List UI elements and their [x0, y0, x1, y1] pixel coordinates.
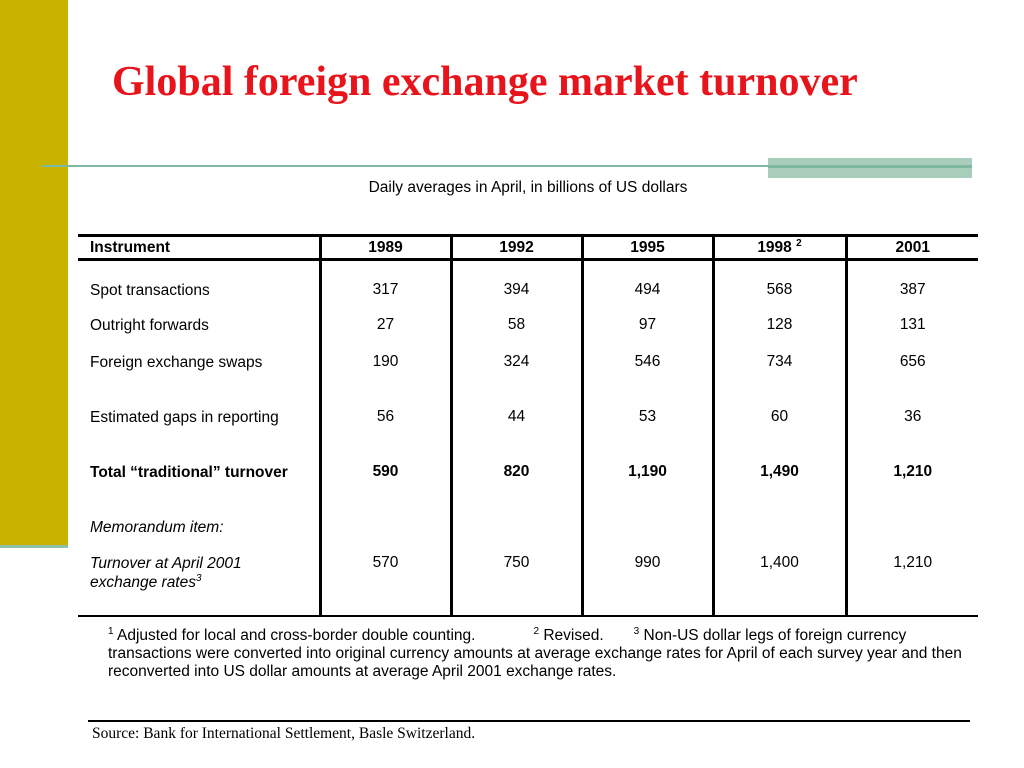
footnote-3-mark: 3 — [633, 625, 640, 637]
cell-value: 387 — [844, 259, 978, 316]
cell-value: 990 — [580, 553, 713, 617]
title-rule-block — [768, 158, 972, 178]
cell-value: 494 — [580, 259, 713, 316]
cell-value: 36 — [844, 407, 978, 463]
cell-value: 324 — [449, 352, 582, 408]
footnote-3: Non-US dollar legs of foreign currency t… — [108, 627, 962, 680]
cell-value — [449, 517, 582, 554]
cell-value: 60 — [711, 407, 846, 463]
cell-value: 568 — [711, 259, 846, 316]
turnover-table: Instrument 1989 1992 1995 1998 2 2001 Sp… — [78, 234, 978, 617]
cell-value: 1,210 — [844, 462, 978, 518]
cell-value: 394 — [449, 259, 582, 316]
slide-title: Global foreign exchange market turnover — [112, 59, 858, 105]
table-header-row: Instrument 1989 1992 1995 1998 2 2001 — [78, 234, 978, 261]
row-footnote-mark: 3 — [196, 572, 202, 584]
row-label: Outright forwards — [90, 316, 209, 334]
source-citation: Source: Bank for International Settlemen… — [92, 725, 476, 742]
cell-value: 1,400 — [711, 553, 846, 617]
header-year-1998: 1998 — [757, 238, 792, 256]
cell-value — [318, 517, 451, 554]
header-year-1995: 1995 — [580, 234, 713, 261]
cell-value — [711, 517, 846, 554]
cell-value: 58 — [449, 315, 582, 353]
cell-value: 44 — [449, 407, 582, 463]
row-label-cell: Turnover at April 2001 exchange rates3 — [78, 553, 320, 617]
cell-value: 131 — [844, 315, 978, 353]
table-row-turnover-2001-rates: Turnover at April 2001 exchange rates3 5… — [78, 553, 978, 617]
left-accent-bar — [0, 0, 68, 545]
cell-value: 656 — [844, 352, 978, 408]
header-year-1998-cell: 1998 2 — [711, 234, 846, 261]
row-label: Memorandum item: — [90, 518, 224, 536]
header-instrument: Instrument — [78, 234, 320, 261]
row-label: Turnover at April 2001 exchange rates — [90, 554, 242, 591]
table-row-gaps: Estimated gaps in reporting 56 44 53 60 … — [78, 407, 978, 463]
table-row-spot: Spot transactions 317 394 494 568 387 — [78, 259, 978, 316]
header-year-1992: 1992 — [449, 234, 582, 261]
footnote-2-mark: 2 — [533, 625, 540, 637]
header-year-1989: 1989 — [318, 234, 451, 261]
title-rule-block-line — [768, 165, 972, 168]
table-row-swaps: Foreign exchange swaps 190 324 546 734 6… — [78, 352, 978, 408]
header-year-2001: 2001 — [844, 234, 978, 261]
left-bar-underline — [0, 545, 68, 548]
cell-value: 570 — [318, 553, 451, 617]
cell-value: 1,190 — [580, 462, 713, 518]
cell-value: 750 — [449, 553, 582, 617]
table-row-memorandum: Memorandum item: — [78, 517, 978, 554]
row-label: Foreign exchange swaps — [90, 353, 263, 371]
cell-value: 1,490 — [711, 462, 846, 518]
cell-value: 53 — [580, 407, 713, 463]
footnotes: 1 Adjusted for local and cross-border do… — [108, 625, 968, 681]
cell-value: 317 — [318, 259, 451, 316]
cell-value: 1,210 — [844, 553, 978, 617]
cell-value: 590 — [318, 462, 451, 518]
row-label: Estimated gaps in reporting — [90, 408, 279, 426]
footnote-2: Revised. — [543, 627, 604, 644]
table-row-total: Total “traditional” turnover 590 820 1,1… — [78, 462, 978, 518]
cell-value: 734 — [711, 352, 846, 408]
table-subtitle: Daily averages in April, in billions of … — [368, 179, 688, 196]
cell-value: 128 — [711, 315, 846, 353]
cell-value: 820 — [449, 462, 582, 518]
cell-value — [844, 517, 978, 554]
cell-value: 97 — [580, 315, 713, 353]
cell-value: 56 — [318, 407, 451, 463]
table-row-outright: Outright forwards 27 58 97 128 131 — [78, 315, 978, 353]
header-1998-footnote-mark: 2 — [796, 237, 802, 249]
cell-value: 27 — [318, 315, 451, 353]
cell-value: 190 — [318, 352, 451, 408]
cell-value — [580, 517, 713, 554]
row-label: Spot transactions — [90, 282, 210, 299]
footnote-1-mark: 1 — [108, 625, 114, 637]
cell-value: 546 — [580, 352, 713, 408]
row-label: Total “traditional” turnover — [90, 463, 288, 481]
source-rule — [88, 720, 970, 722]
footnote-1: Adjusted for local and cross-border doub… — [117, 627, 476, 644]
title-rule — [42, 165, 972, 167]
